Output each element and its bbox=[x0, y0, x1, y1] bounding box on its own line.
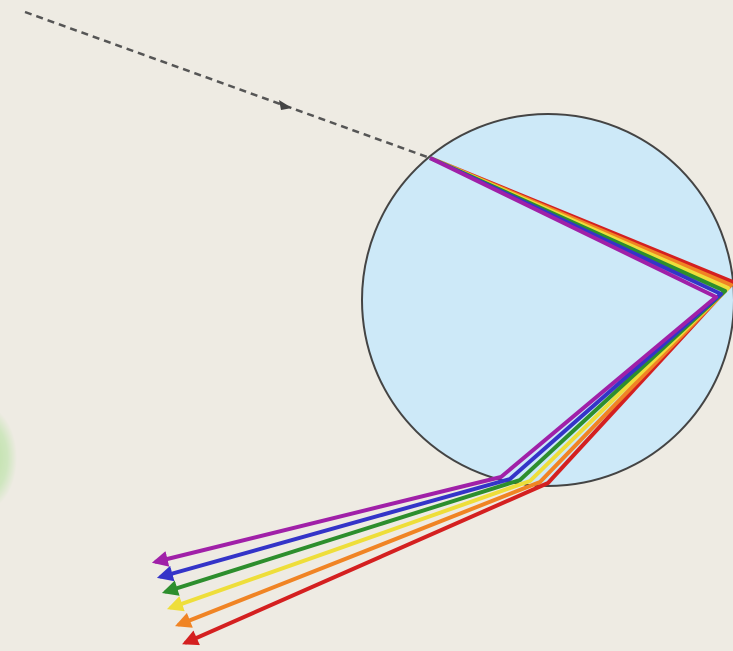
diagram bbox=[0, 0, 733, 651]
background-blob bbox=[0, 406, 17, 510]
raindrop bbox=[362, 114, 733, 486]
incoming-ray bbox=[25, 12, 430, 158]
page: {} bbox=[0, 0, 733, 651]
